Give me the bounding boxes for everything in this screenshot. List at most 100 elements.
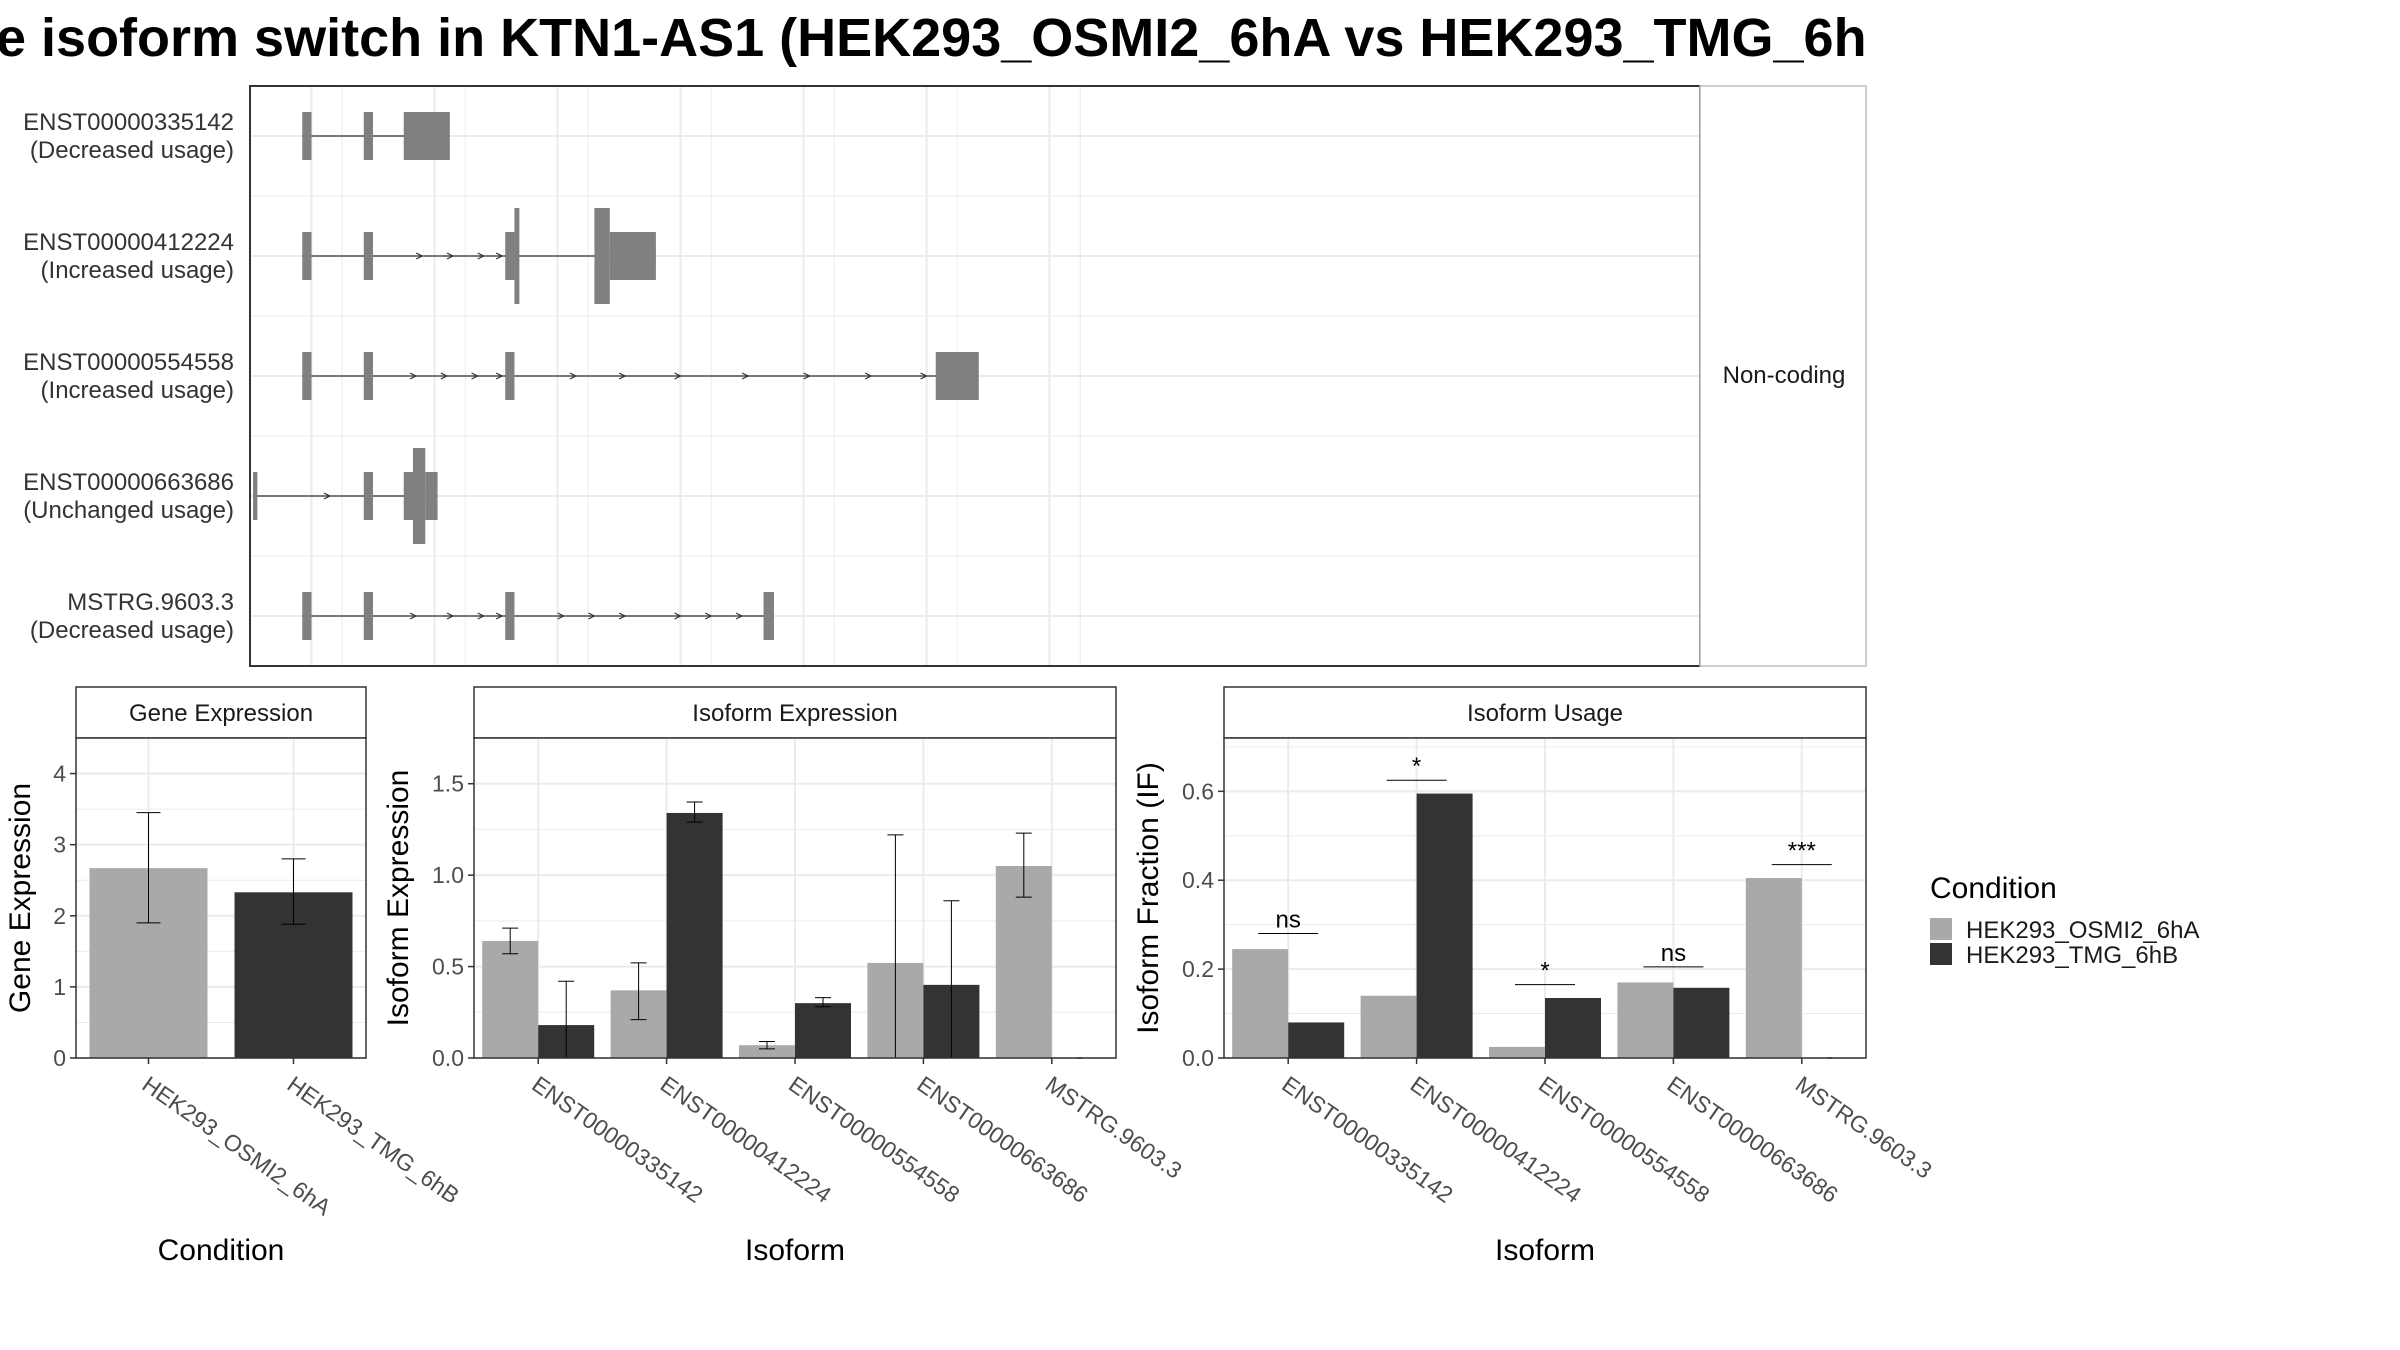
strand-arrow bbox=[477, 252, 486, 260]
x-axis-title: Isoform bbox=[1495, 1234, 1595, 1267]
exon-block bbox=[403, 112, 450, 160]
y-tick-label: 0.5 bbox=[432, 954, 464, 980]
bar bbox=[1416, 793, 1473, 1058]
strand-arrow bbox=[323, 492, 332, 500]
exon-block bbox=[514, 208, 520, 304]
panel-strip bbox=[473, 686, 1117, 739]
y-axis-title: Isoform Fraction (IF) bbox=[1132, 762, 1165, 1034]
y-tick-label: 3 bbox=[53, 832, 66, 858]
transcript-id-label: ENST00000412224 bbox=[23, 229, 234, 256]
bar bbox=[1232, 949, 1289, 1058]
exon-block bbox=[425, 472, 438, 520]
transcript-usage-label: (Decreased usage) bbox=[30, 617, 234, 644]
transcript-id-label: ENST00000335142 bbox=[23, 109, 234, 136]
significance-label: * bbox=[1540, 958, 1549, 985]
panel-title: Isoform Usage bbox=[1467, 700, 1623, 727]
y-tick-label: 0 bbox=[53, 1045, 66, 1071]
bar bbox=[1288, 1022, 1345, 1058]
transcript-usage-label: (Unchanged usage) bbox=[23, 497, 234, 524]
exon-block bbox=[363, 472, 373, 520]
bar bbox=[1545, 998, 1601, 1058]
transcript-structure-panel: ENST00000335142(Decreased usage)ENST0000… bbox=[23, 85, 1701, 667]
legend-swatch-a bbox=[1930, 918, 1952, 940]
significance-label: * bbox=[1412, 753, 1421, 780]
significance-label: ns bbox=[1661, 940, 1686, 967]
transcript-usage-label: (Increased usage) bbox=[41, 257, 234, 284]
strand-arrow bbox=[446, 252, 455, 260]
legend-label-a: HEK293_OSMI2_6hA bbox=[1966, 917, 2199, 944]
strand-arrow bbox=[446, 612, 455, 620]
x-axis-title: Condition bbox=[158, 1234, 285, 1267]
x-axis-title: Isoform bbox=[745, 1234, 845, 1267]
strand-arrow bbox=[704, 612, 713, 620]
exon-block bbox=[412, 448, 426, 544]
strand-arrow bbox=[569, 372, 578, 380]
transcript-usage-label: (Increased usage) bbox=[41, 377, 234, 404]
figure-title: e isoform switch in KTN1-AS1 (HEK293_OSM… bbox=[0, 8, 1867, 68]
strand-arrow bbox=[440, 372, 449, 380]
bar bbox=[482, 940, 539, 1058]
strand-arrow bbox=[495, 372, 504, 380]
y-axis-title: Isoform Expression bbox=[382, 770, 415, 1027]
strand-arrow bbox=[920, 372, 928, 380]
plot-border bbox=[75, 737, 367, 1059]
exon-block bbox=[505, 352, 515, 400]
exon-block bbox=[505, 592, 515, 640]
significance-label: ns bbox=[1276, 907, 1301, 934]
transcript-id-label: MSTRG.9603.3 bbox=[67, 589, 234, 616]
panel-strip bbox=[75, 686, 367, 739]
y-tick-label: 0.6 bbox=[1182, 778, 1214, 804]
transcript-usage-label: (Decreased usage) bbox=[30, 137, 234, 164]
y-tick-label: 4 bbox=[53, 761, 66, 787]
strand-arrow bbox=[674, 372, 682, 380]
strand-arrow bbox=[495, 252, 504, 260]
facet-strip-label: Non-coding bbox=[1723, 362, 1846, 389]
exon-block bbox=[763, 592, 774, 640]
bar bbox=[795, 1003, 851, 1058]
bar bbox=[1673, 987, 1730, 1058]
y-tick-label: 1 bbox=[53, 974, 66, 1000]
y-tick-label: 2 bbox=[53, 903, 66, 929]
isoform-expression-panel: Isoform Expression0.00.51.01.5ENST000003… bbox=[382, 686, 1187, 1267]
y-tick-label: 0.0 bbox=[1182, 1045, 1214, 1071]
y-tick-label: 0.2 bbox=[1182, 956, 1214, 982]
strand-arrow bbox=[735, 612, 744, 620]
bar bbox=[666, 812, 723, 1058]
significance-label: *** bbox=[1788, 838, 1816, 865]
bar bbox=[1360, 995, 1417, 1058]
strand-arrow bbox=[477, 612, 486, 620]
legend-title: Condition bbox=[1930, 872, 2057, 905]
exon-block bbox=[403, 472, 413, 520]
strand-arrow bbox=[409, 372, 418, 380]
exon-block bbox=[363, 232, 373, 280]
exon-block bbox=[363, 592, 373, 640]
strand-arrow bbox=[471, 372, 479, 380]
strand-arrow bbox=[409, 612, 418, 620]
strand-arrow bbox=[741, 372, 750, 380]
exon-block bbox=[609, 232, 656, 280]
y-tick-label: 1.5 bbox=[432, 771, 464, 797]
y-axis-title: Gene Expression bbox=[4, 783, 37, 1013]
exon-block bbox=[302, 112, 312, 160]
strand-arrow bbox=[495, 612, 504, 620]
panel-title: Gene Expression bbox=[129, 700, 313, 727]
isoform-usage-panel: Isoform Usage0.00.20.40.6ns**ns***ENST00… bbox=[1132, 686, 1937, 1267]
strand-arrow bbox=[618, 612, 627, 620]
strand-arrow bbox=[588, 612, 596, 620]
exon-block bbox=[363, 352, 373, 400]
legend: Condition HEK293_OSMI2_6hA HEK293_TMG_6h… bbox=[1930, 872, 2199, 969]
exon-block bbox=[935, 352, 979, 400]
exon-block bbox=[505, 232, 515, 280]
exon-block bbox=[302, 592, 312, 640]
legend-swatch-b bbox=[1930, 943, 1952, 965]
facet-strip-box bbox=[1699, 85, 1867, 667]
bar bbox=[995, 866, 1052, 1058]
bar bbox=[739, 1045, 795, 1058]
strand-arrow bbox=[618, 372, 627, 380]
gene-expression-panel: Gene Expression01234HEK293_OSMI2_6hAHEK2… bbox=[4, 686, 464, 1267]
strand-arrow bbox=[803, 372, 811, 380]
bar bbox=[1745, 878, 1802, 1058]
exon-block bbox=[302, 232, 312, 280]
exon-block bbox=[302, 352, 312, 400]
